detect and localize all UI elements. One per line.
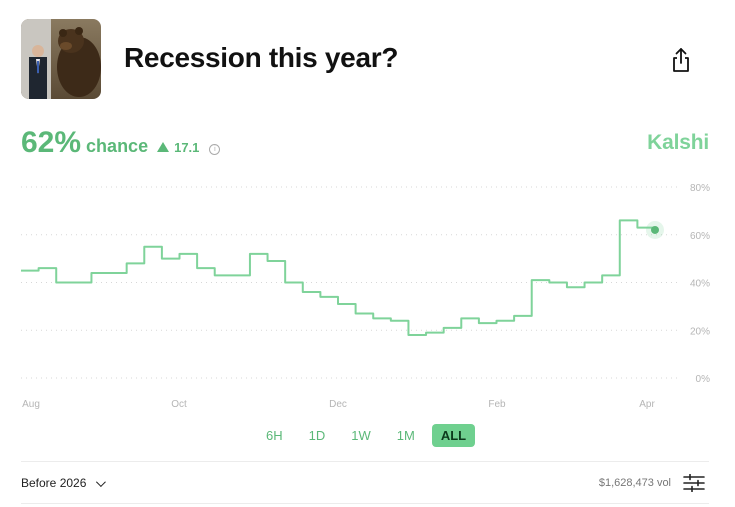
y-tick-label: 0%: [696, 374, 711, 385]
market-thumbnail: [21, 19, 101, 99]
change-value: 17.1: [174, 140, 200, 155]
probability-stats: 62% chance 17.1 i: [21, 126, 221, 160]
range-button-1m[interactable]: 1M: [396, 428, 415, 443]
date-filter-label: Before 2026: [21, 476, 87, 490]
divider: [21, 461, 709, 462]
series-line: [21, 219, 656, 337]
range-button-all[interactable]: ALL: [431, 424, 476, 447]
sliders-icon[interactable]: [683, 474, 705, 492]
chance-label: chance: [86, 136, 149, 156]
market-title: Recession this year?: [124, 42, 399, 73]
y-tick-label: 40%: [690, 279, 710, 290]
x-tick-label: Feb: [488, 399, 506, 410]
y-tick-label: 20%: [690, 326, 710, 337]
x-tick-label: Oct: [171, 399, 187, 410]
range-button-1w[interactable]: 1W: [351, 428, 371, 443]
y-tick-label: 60%: [690, 231, 710, 242]
probability-value: 62%: [21, 126, 82, 159]
endpoint-dot: [651, 225, 659, 234]
price-chart[interactable]: 80% 60% 40% 20% 0% Aug Oct Dec Feb Apr: [0, 170, 735, 420]
volume-label: $1,628,473 vol: [598, 477, 671, 489]
x-tick-label: Dec: [329, 399, 347, 410]
info-icon[interactable]: i: [209, 144, 221, 155]
change-indicator: 17.1: [157, 140, 199, 155]
range-selector: 6H 1D 1W 1M ALL: [257, 424, 483, 447]
date-filter-dropdown[interactable]: Before 2026: [21, 476, 107, 490]
share-icon[interactable]: [668, 46, 694, 74]
range-button-1d[interactable]: 1D: [308, 428, 326, 443]
x-tick-label: Aug: [22, 399, 40, 410]
x-tick-label: Apr: [639, 399, 655, 410]
y-tick-label: 80%: [690, 183, 710, 194]
chevron-down-icon: [96, 476, 107, 487]
divider: [21, 503, 709, 504]
bear-statue-photo: [21, 19, 101, 99]
up-triangle-icon: [157, 142, 170, 152]
brand-logo: Kalshi: [647, 131, 709, 154]
range-button-6h[interactable]: 6H: [266, 428, 283, 443]
